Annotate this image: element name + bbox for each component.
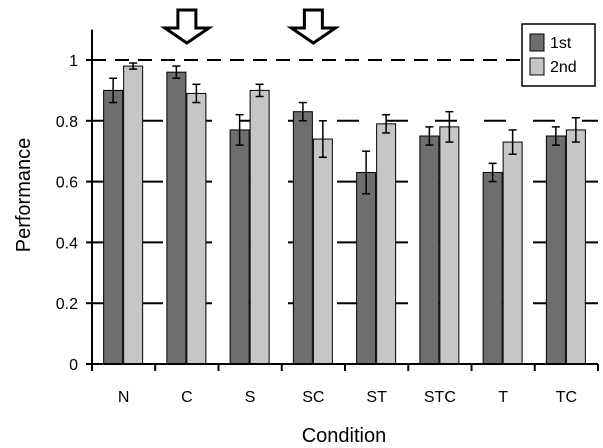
y-axis-title: Performance	[13, 138, 35, 253]
x-axis-title: Condition	[302, 425, 387, 447]
bar-1st-S	[229, 129, 250, 365]
bar-2nd-N	[123, 65, 144, 365]
bar-1st-STC	[419, 135, 440, 365]
dashed-reference-lines	[92, 59, 598, 305]
bar-2nd-C	[186, 92, 207, 365]
legend-swatch-1st	[529, 33, 545, 52]
legend-label-1st: 1st	[550, 35, 572, 52]
legend-box	[521, 23, 596, 87]
x-tick-label-C: C	[181, 389, 193, 406]
x-tick-label-S: S	[245, 389, 256, 406]
bar-1st-TC	[545, 135, 566, 365]
error-bars-group	[109, 62, 580, 195]
y-tick-label-0: 0	[69, 357, 78, 374]
legend-swatch-2nd	[529, 57, 545, 76]
x-tick-label-T: T	[498, 389, 508, 406]
x-tick-label-ST: ST	[366, 389, 387, 406]
y-tick-label-0-8: 0.8	[56, 114, 78, 131]
arrow-marker-SC	[286, 8, 341, 45]
bar-1st-SC	[292, 111, 313, 365]
arrow-marker-C	[160, 8, 214, 45]
legend-label-2nd: 2nd	[550, 59, 577, 76]
x-tick-labels: N C S SC ST STC T TC	[118, 389, 577, 406]
y-tick-label-0-6: 0.6	[56, 175, 78, 192]
bar-1st-ST	[356, 171, 377, 365]
x-tick-label-STC: STC	[424, 389, 456, 406]
bar-2nd-T	[502, 141, 523, 365]
bars-group	[103, 65, 586, 365]
bar-2nd-SC	[312, 138, 333, 365]
bar-2nd-STC	[439, 126, 460, 365]
bar-1st-T	[482, 171, 503, 365]
axes-group	[86, 29, 599, 371]
bar-1st-N	[103, 89, 124, 365]
bar-2nd-ST	[376, 123, 397, 365]
x-tick-label-N: N	[118, 389, 130, 406]
x-tick-label-TC: TC	[556, 389, 577, 406]
x-tick-label-SC: SC	[302, 389, 324, 406]
y-tick-label-0-2: 0.2	[56, 296, 78, 313]
y-tick-label-1: 1	[69, 53, 78, 70]
y-tick-label-0-4: 0.4	[56, 235, 78, 252]
bar-2nd-S	[249, 89, 270, 365]
y-tick-labels: 0 0.2 0.4 0.6 0.8 1	[56, 53, 78, 374]
bar-1st-C	[166, 71, 187, 365]
arrow-markers	[160, 8, 341, 45]
bar-2nd-TC	[565, 129, 586, 365]
